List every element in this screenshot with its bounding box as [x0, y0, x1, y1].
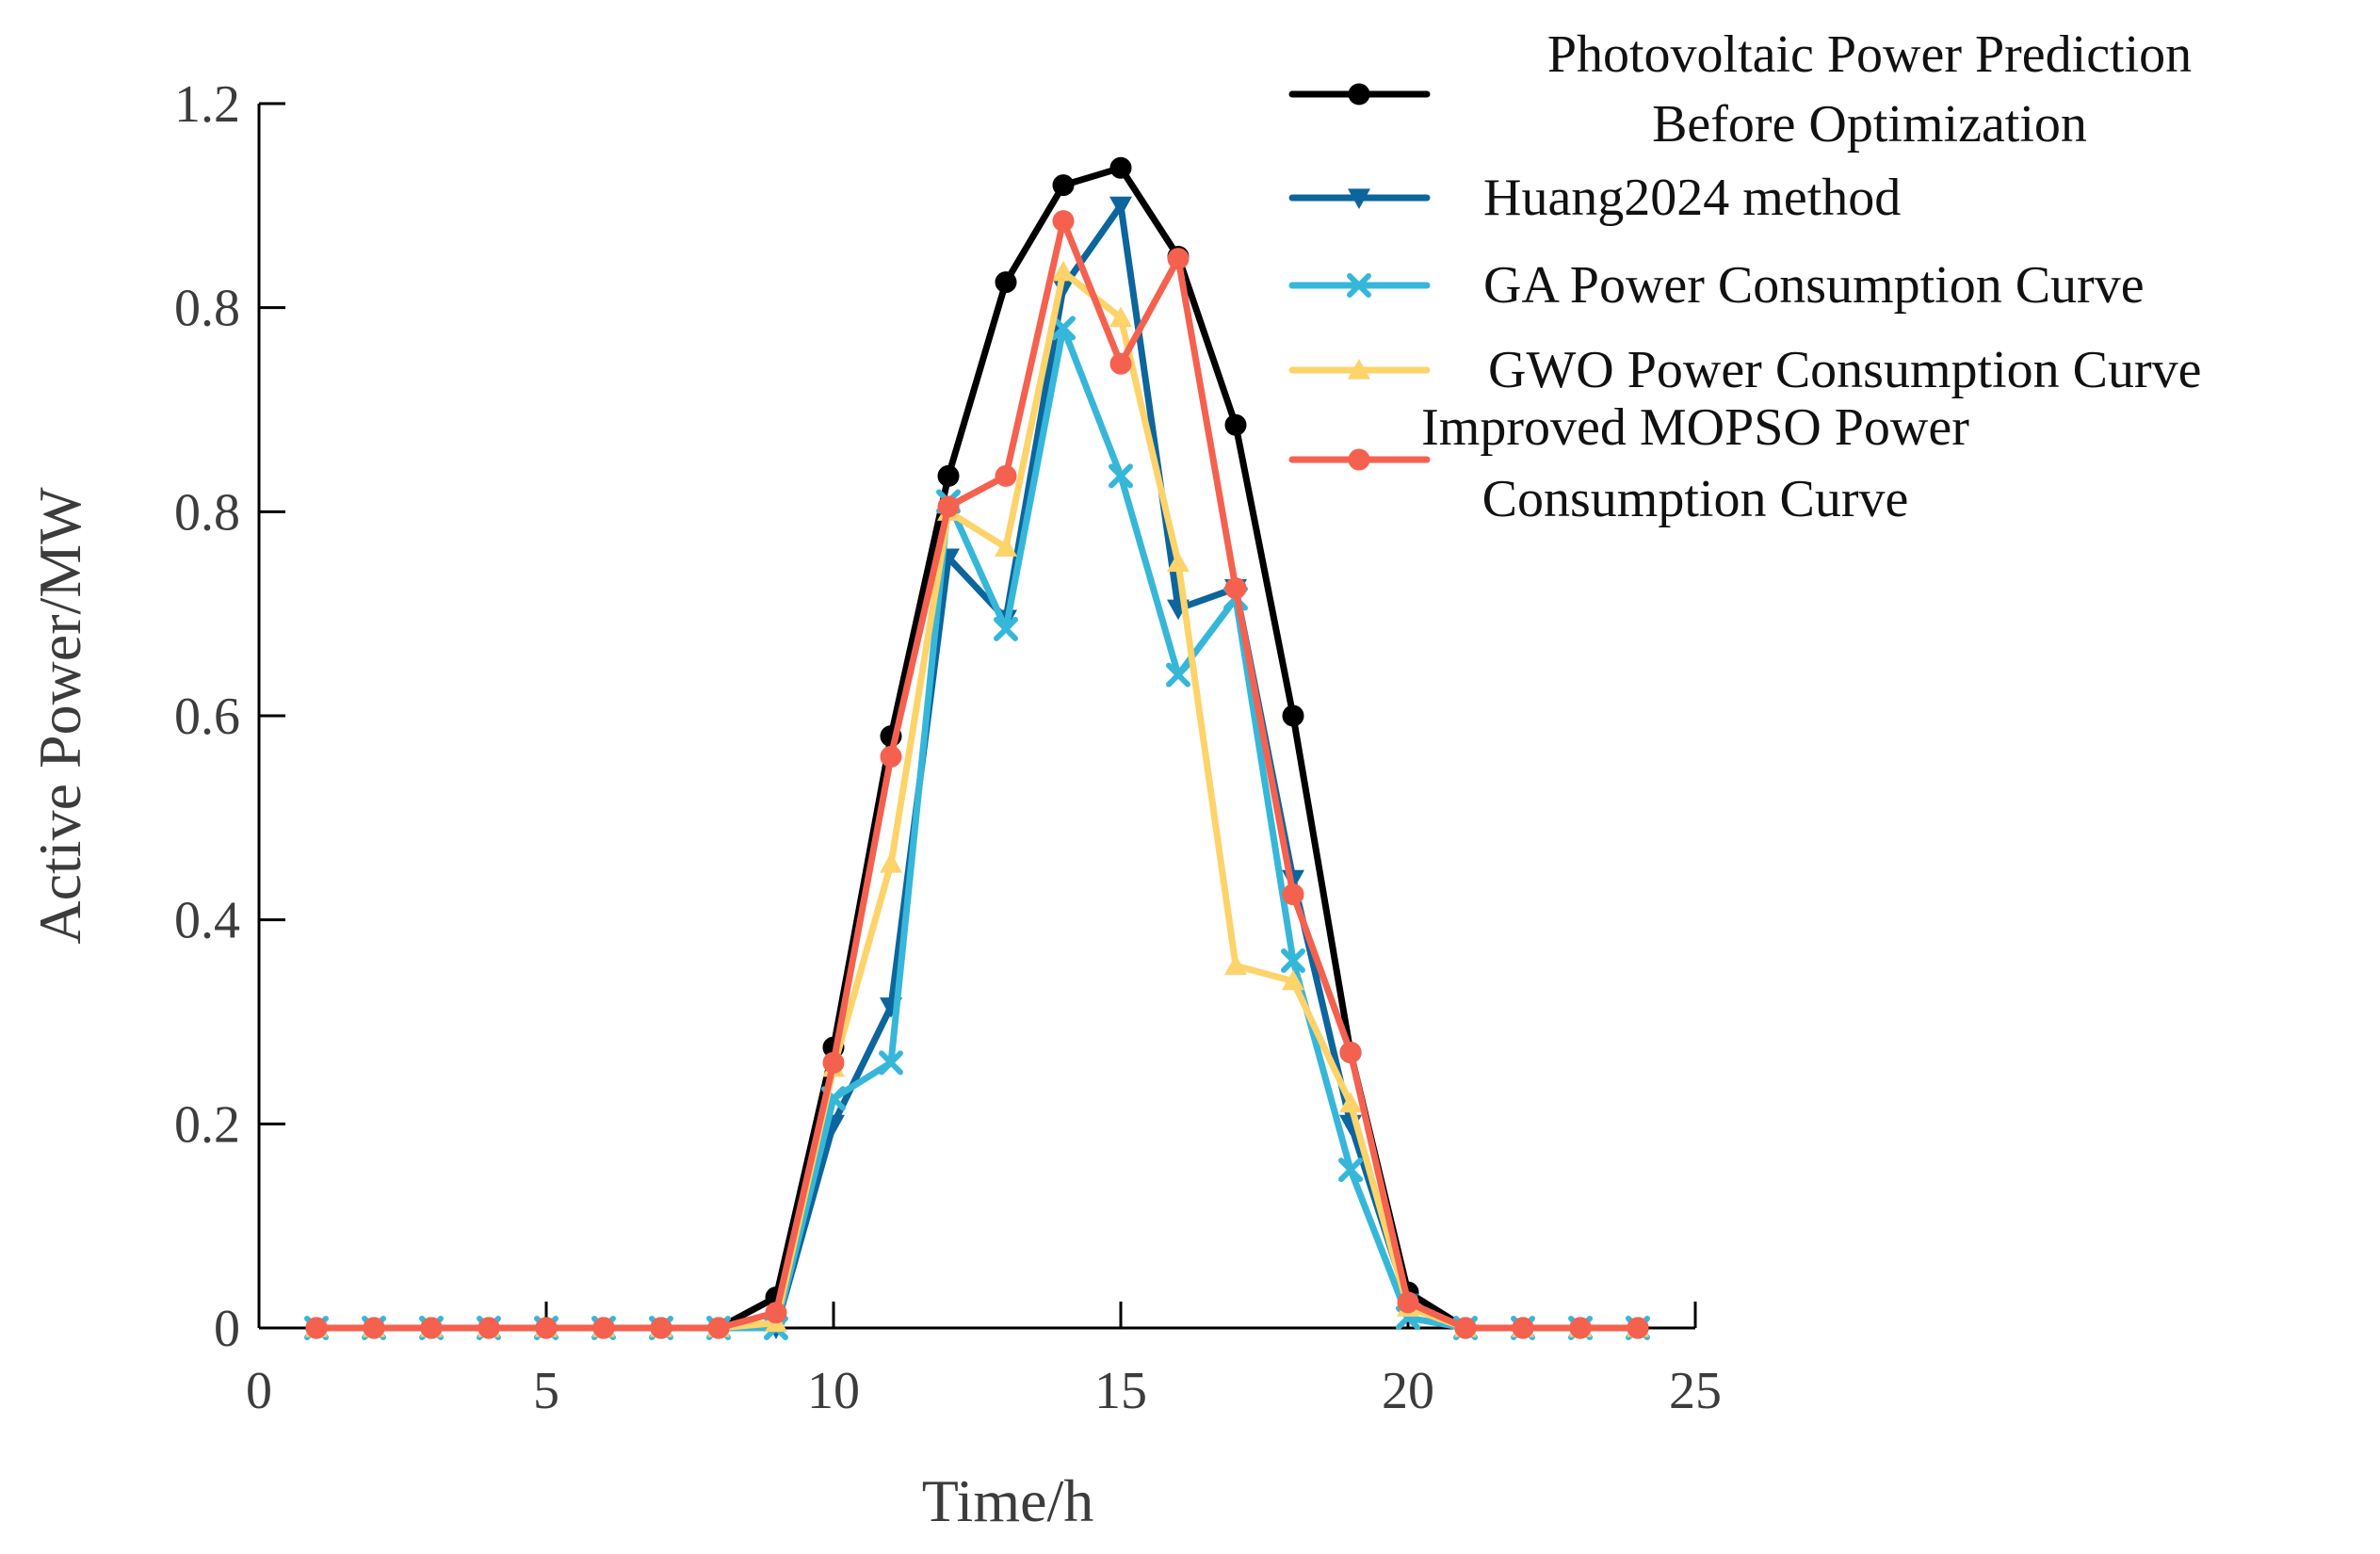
data-point — [1282, 883, 1304, 906]
legend-label: Before Optimization — [1652, 95, 2087, 154]
data-point — [1569, 1317, 1592, 1339]
data-point — [1052, 174, 1075, 197]
data-point — [420, 1317, 443, 1339]
data-point — [1512, 1317, 1534, 1339]
legend-label: Consumption Curve — [1482, 470, 1909, 528]
y-tick-label: 0.2 — [174, 1095, 240, 1154]
data-point — [822, 1051, 845, 1074]
data-point — [592, 1317, 615, 1339]
legend-item-4: GWO Power Consumption Curve — [1288, 341, 2202, 399]
data-point — [1052, 260, 1075, 282]
data-point — [880, 852, 902, 873]
data-point — [937, 464, 960, 487]
data-point — [995, 271, 1017, 294]
x-axis-ticks: 0 5 10 15 20 25 — [246, 1302, 1722, 1420]
y-tick-label: 0 — [214, 1300, 240, 1358]
data-point — [650, 1317, 672, 1339]
data-point — [1224, 413, 1247, 436]
data-point — [1109, 306, 1132, 328]
data-point — [1166, 662, 1190, 688]
y-tick-label: 0.6 — [174, 688, 240, 746]
data-point — [305, 1317, 328, 1339]
legend-label: Photovoltaic Power Prediction — [1547, 25, 2192, 84]
data-point — [1282, 704, 1304, 727]
legend-swatch-marker — [1347, 273, 1371, 298]
legend-swatch-marker — [1348, 448, 1370, 471]
x-tick-label: 10 — [807, 1362, 860, 1420]
data-point — [707, 1317, 730, 1339]
legend-swatch-marker — [1348, 188, 1370, 209]
data-point — [1109, 352, 1132, 375]
data-point — [1338, 1157, 1363, 1183]
data-point — [994, 616, 1018, 641]
data-point — [879, 1050, 903, 1076]
x-tick-label: 15 — [1094, 1362, 1147, 1420]
data-point — [1224, 577, 1247, 600]
series-5 — [305, 210, 1649, 1339]
series-1 — [305, 156, 1649, 1339]
data-point — [535, 1317, 558, 1339]
data-point — [1052, 210, 1075, 233]
data-point — [1454, 1317, 1477, 1339]
legend-label: GA Power Consumption Curve — [1483, 256, 2145, 315]
y-tick-label: 0.8 — [174, 483, 240, 542]
legend-swatch-marker — [1348, 83, 1370, 105]
data-point — [1339, 1092, 1362, 1113]
data-point — [880, 745, 902, 768]
legend-label: Huang2024 method — [1483, 169, 1901, 227]
data-point — [1339, 1042, 1362, 1063]
data-point — [1282, 969, 1304, 991]
x-tick-label: 25 — [1669, 1362, 1722, 1420]
data-point — [1051, 316, 1076, 341]
data-point — [1281, 948, 1305, 973]
legend: Photovoltaic Power Prediction Before Opti… — [1288, 25, 2202, 528]
data-point — [1167, 248, 1190, 270]
data-point — [937, 495, 960, 518]
series-line — [313, 324, 1642, 1332]
x-tick-label: 0 — [246, 1362, 272, 1420]
data-point — [765, 1302, 787, 1324]
data-point — [1397, 1291, 1419, 1314]
series-line — [313, 164, 1642, 1332]
series-3 — [304, 316, 1650, 1340]
x-tick-label: 20 — [1382, 1362, 1434, 1420]
legend-item-1: Photovoltaic Power Prediction Before Opti… — [1288, 25, 2192, 154]
chart-axes — [257, 104, 1695, 1330]
legend-item-2: Huang2024 method — [1288, 169, 1901, 227]
legend-swatch-marker — [1348, 359, 1370, 380]
legend-item-3: GA Power Consumption Curve — [1288, 256, 2145, 315]
data-point — [1109, 463, 1133, 489]
x-axis-title: Time/h — [922, 1467, 1094, 1534]
data-point — [1167, 551, 1190, 573]
x-tick-label: 5 — [533, 1362, 559, 1420]
data-point — [363, 1317, 385, 1339]
data-point — [1109, 156, 1132, 179]
y-tick-label: 0.8 — [174, 280, 240, 338]
legend-item-5: Improved MOPSO Power Consumption Curve — [1288, 398, 1969, 528]
y-tick-label: 1.2 — [174, 75, 240, 134]
legend-label: GWO Power Consumption Curve — [1488, 341, 2202, 399]
data-point — [1109, 196, 1132, 218]
data-point — [1224, 954, 1247, 976]
y-tick-label: 0.4 — [174, 892, 240, 950]
data-point — [995, 536, 1017, 557]
data-point — [1627, 1317, 1649, 1339]
y-axis-ticks: 0 0.2 0.4 0.6 0.8 0.8 1.2 — [174, 75, 285, 1358]
data-point — [478, 1317, 500, 1339]
series-layer — [304, 156, 1650, 1340]
data-point — [995, 464, 1017, 487]
y-axis-title: Active Power/MW — [26, 487, 93, 945]
legend-label: Improved MOPSO Power — [1421, 398, 1969, 457]
